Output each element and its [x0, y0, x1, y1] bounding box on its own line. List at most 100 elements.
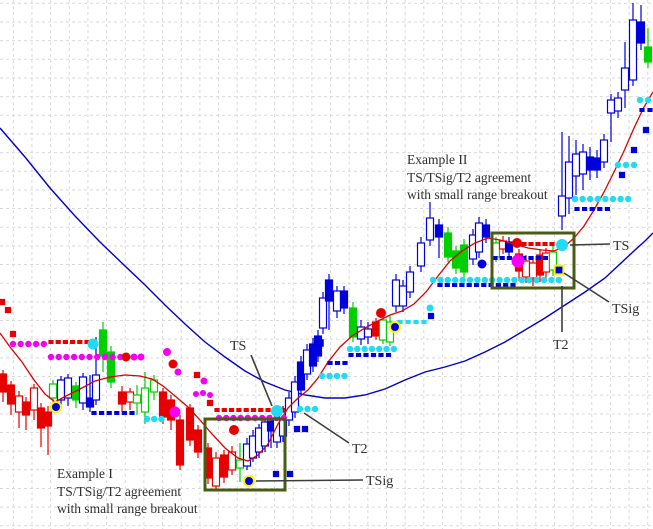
- signal-dot: [296, 405, 304, 413]
- candle-body: [132, 394, 142, 404]
- signal-dash: [62, 340, 68, 344]
- candle-body: [175, 419, 185, 466]
- signal-dash: [604, 207, 610, 211]
- candle-body: [564, 161, 574, 199]
- signal-marker-square: [286, 470, 294, 478]
- candle-body: [158, 391, 168, 418]
- candle-body: [348, 307, 358, 338]
- signal-dot: [474, 276, 481, 284]
- signal-dot: [503, 276, 511, 284]
- candle-body: [296, 361, 306, 391]
- callout-label-t2: T2: [352, 442, 368, 457]
- signal-dot: [594, 195, 601, 203]
- signal-dash: [265, 408, 271, 412]
- candle-body: [339, 290, 349, 309]
- signal-dot: [548, 276, 555, 284]
- signal-dot: [437, 276, 444, 284]
- callout-pointer-tsig: [563, 272, 610, 303]
- candle-body: [36, 407, 46, 429]
- signal-dash: [77, 340, 83, 344]
- signal-dash: [129, 411, 135, 415]
- signal-dash: [121, 411, 127, 415]
- signal-marker-dot: [512, 238, 522, 248]
- signal-dash: [589, 207, 595, 211]
- candle-body: [378, 319, 388, 341]
- signal-dash: [528, 242, 534, 246]
- signal-dash: [84, 340, 90, 344]
- signal-marker-square: [630, 146, 638, 154]
- callout-label-tsig: TSig: [612, 302, 639, 317]
- signal-dot: [587, 195, 594, 203]
- signal-marker-square: [193, 371, 201, 379]
- candle-body: [405, 271, 415, 293]
- signal-dot: [94, 353, 101, 361]
- signal-marker-square: [0, 298, 6, 306]
- signal-dot: [636, 96, 644, 104]
- signal-dot: [466, 276, 474, 284]
- candle-body: [528, 262, 538, 279]
- signal-marker-dot: [556, 239, 568, 251]
- signal-marker-dot: [163, 348, 171, 356]
- signal-dash: [582, 207, 588, 211]
- signal-marker-dot: [174, 368, 182, 376]
- signal-marker-square: [272, 470, 280, 478]
- signal-dot: [459, 276, 466, 284]
- signal-dash: [499, 256, 505, 260]
- candle-body: [628, 19, 638, 81]
- fast-moving-average-line: [0, 91, 653, 462]
- signal-dash: [521, 242, 527, 246]
- candle-body: [318, 297, 328, 329]
- signal-dot: [540, 276, 548, 284]
- candle-body: [78, 376, 88, 404]
- candle-body: [85, 397, 95, 408]
- signal-dash: [70, 340, 76, 344]
- candle-body: [21, 401, 31, 416]
- candle-body: [481, 224, 491, 238]
- signal-dash: [91, 411, 97, 415]
- signal-marker-dot: [200, 390, 206, 396]
- signal-marker-dot: [376, 308, 386, 318]
- signal-marker-square: [4, 306, 12, 314]
- signal-marker-square: [301, 425, 309, 433]
- callout-label-ts: TS: [613, 239, 629, 254]
- candle-body: [0, 373, 8, 393]
- signal-dot: [326, 372, 333, 380]
- signal-marker-square: [206, 399, 214, 407]
- signal-dot: [143, 415, 151, 423]
- signal-dot: [304, 405, 311, 413]
- signal-marker-dot: [168, 359, 178, 369]
- signal-dash: [444, 283, 450, 287]
- signal-marker-dot: [87, 338, 99, 350]
- callout-pointer-t2: [303, 412, 350, 444]
- signal-dash: [542, 242, 548, 246]
- signal-dash: [114, 411, 120, 415]
- signal-marker-dot: [137, 353, 145, 361]
- signal-dash: [397, 320, 403, 324]
- signal-marker-dot: [207, 392, 213, 398]
- signal-dot: [511, 276, 518, 284]
- candle-body: [398, 285, 408, 307]
- candle-body: [260, 421, 270, 447]
- candle-body: [557, 195, 567, 217]
- signal-marker-ringed: [553, 264, 565, 276]
- candle-body: [193, 429, 203, 453]
- candle-body: [227, 451, 237, 471]
- annotation-line: TS/TSig/T2 agreement: [57, 483, 182, 499]
- slow-moving-average-line: [0, 127, 653, 399]
- signal-marker-dot: [511, 254, 525, 268]
- signal-dash: [55, 340, 61, 344]
- candle-body: [98, 329, 108, 357]
- signal-dot: [617, 195, 624, 203]
- signal-dot: [101, 353, 109, 361]
- example-1-highlight: [203, 417, 287, 492]
- signal-dot: [390, 345, 397, 353]
- signal-dot: [333, 372, 341, 380]
- candle-body: [235, 459, 245, 469]
- candle-body: [416, 242, 426, 267]
- signal-dash: [258, 408, 264, 412]
- signal-dot: [158, 415, 165, 423]
- annotation-line: Example II: [407, 152, 468, 167]
- annotation-line: TS/TSig/T2 agreement: [407, 169, 532, 185]
